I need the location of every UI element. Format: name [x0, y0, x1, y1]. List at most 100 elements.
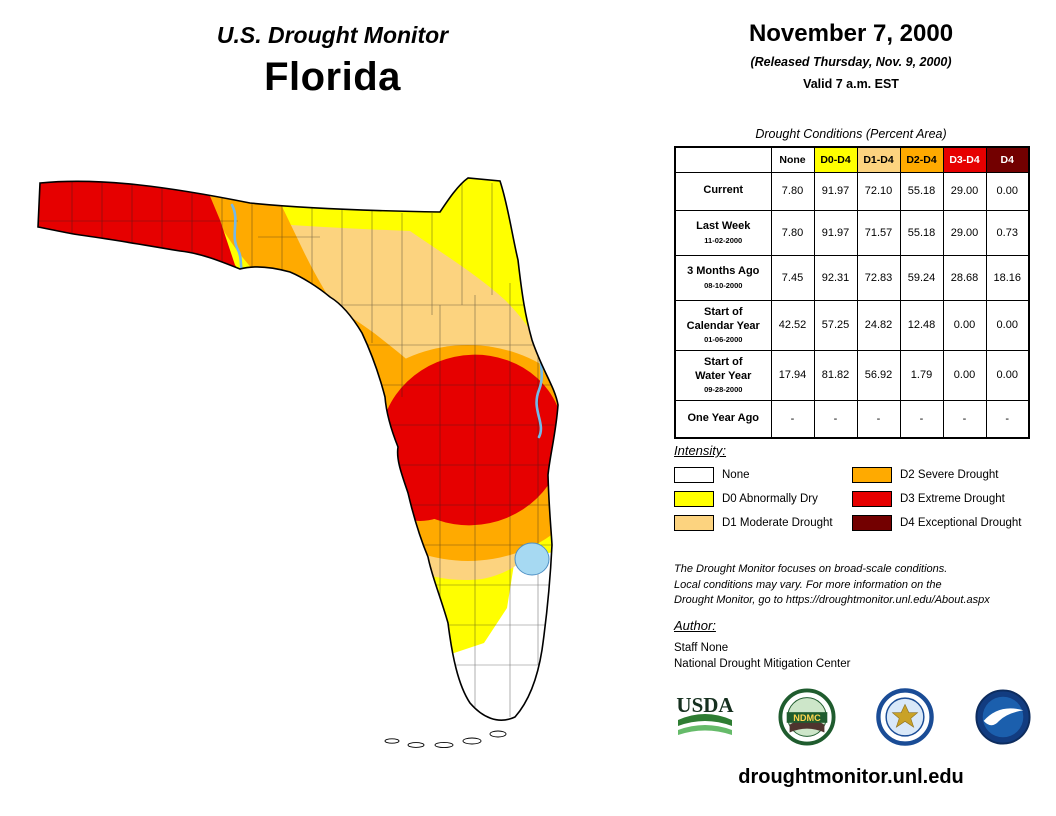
author-block: Author: Staff None National Drought Miti…: [674, 618, 1034, 670]
col-header-d4: D4: [985, 146, 1030, 173]
value-cell: 55.18: [899, 209, 944, 256]
value-cell: 24.82: [856, 299, 901, 351]
legend-swatch-d0: [674, 491, 714, 507]
row-label-current: Current: [674, 171, 772, 211]
value-cell: 17.94: [770, 349, 815, 401]
row-label-one-year-ago: One Year Ago: [674, 399, 772, 439]
agency-logos: USDA NDMC: [672, 688, 1032, 746]
value-cell: 0.73: [985, 209, 1030, 256]
legend-item-d1: D1 Moderate Drought: [674, 515, 852, 531]
row-date: 11-02-2000: [704, 235, 743, 245]
page-title: Florida: [264, 55, 401, 99]
legend-swatch-none: [674, 467, 714, 483]
value-cell: 29.00: [942, 171, 987, 211]
noaa-logo: [975, 689, 1031, 745]
value-cell: 0.00: [985, 171, 1030, 211]
value-cell: 7.45: [770, 254, 815, 301]
florida-keys: [384, 730, 507, 749]
col-header-d0: D0-D4: [813, 146, 858, 173]
value-cell: 18.16: [985, 254, 1030, 301]
value-cell: 57.25: [813, 299, 858, 351]
row-label-3-months-ago: 3 Months Ago 08-10-2000: [674, 254, 772, 301]
panhandle-river: [230, 203, 244, 273]
value-cell: 81.82: [813, 349, 858, 401]
value-cell: 0.00: [942, 349, 987, 401]
usda-logo: USDA: [676, 693, 734, 735]
col-header-d3: D3-D4: [942, 146, 987, 173]
value-cell: 91.97: [813, 171, 858, 211]
author-title: Author:: [674, 618, 716, 633]
value-cell: 0.00: [942, 299, 987, 351]
col-header-d1: D1-D4: [856, 146, 901, 173]
table-row: One Year Ago - - - - - -: [674, 399, 1030, 439]
lake-okeechobee: [514, 542, 550, 576]
valid-time: Valid 7 a.m. EST: [803, 77, 899, 91]
florida-drought-map: [37, 177, 559, 749]
table-title: Drought Conditions (Percent Area): [755, 127, 947, 141]
value-cell: -: [856, 399, 901, 439]
released-date: (Released Thursday, Nov. 9, 2000): [750, 55, 952, 69]
author-organization: National Drought Mitigation Center: [674, 658, 851, 670]
row-label-start-water-year: Start of Water Year 09-28-2000: [674, 349, 772, 401]
map-date: November 7, 2000: [748, 20, 954, 47]
florida-outline: [37, 177, 559, 721]
legend-item-d3: D3 Extreme Drought: [852, 491, 1030, 507]
title-block: U.S. Drought Monitor Florida: [145, 22, 520, 100]
svg-text:USDA: USDA: [676, 693, 734, 717]
legend-item-d0: D0 Abnormally Dry: [674, 491, 852, 507]
table-row: Start of Calendar Year 01-06-2000 42.52 5…: [674, 299, 1030, 351]
value-cell: 29.00: [942, 209, 987, 256]
value-cell: 7.80: [770, 209, 815, 256]
region-d3-central-west: [376, 445, 464, 521]
table-row: Start of Water Year 09-28-2000 17.94 81.8…: [674, 349, 1030, 401]
value-cell: -: [770, 399, 815, 439]
svg-text:NDMC: NDMC: [793, 713, 821, 723]
drought-conditions-table: None D0-D4 D1-D4 D2-D4 D3-D4 D4 Current …: [674, 146, 1030, 439]
table-header-row: None D0-D4 D1-D4 D2-D4 D3-D4 D4: [674, 146, 1030, 173]
table-row: Last Week 11-02-2000 7.80 91.97 71.57 55.…: [674, 209, 1030, 256]
legend-swatch-d4: [852, 515, 892, 531]
value-cell: -: [899, 399, 944, 439]
legend-item-d4: D4 Exceptional Drought: [852, 515, 1030, 531]
date-block: November 7, 2000 (Released Thursday, Nov…: [674, 20, 1028, 91]
ndmc-logo: NDMC: [778, 688, 836, 746]
value-cell: 56.92: [856, 349, 901, 401]
value-cell: 28.68: [942, 254, 987, 301]
intensity-legend: Intensity: None D0 Abnormally Dry D1 Mod…: [674, 443, 1034, 539]
value-cell: 91.97: [813, 209, 858, 256]
footer-url[interactable]: droughtmonitor.unl.edu: [738, 766, 964, 788]
commerce-seal-logo: [876, 688, 934, 746]
county-boundaries: [38, 178, 558, 717]
value-cell: 92.31: [813, 254, 858, 301]
table-row: Current 7.80 91.97 72.10 55.18 29.00 0.0…: [674, 171, 1030, 211]
map-container: [20, 165, 645, 765]
table-row: 3 Months Ago 08-10-2000 7.45 92.31 72.83 …: [674, 254, 1030, 301]
value-cell: -: [813, 399, 858, 439]
row-date: 09-28-2000: [704, 384, 743, 394]
value-cell: 72.10: [856, 171, 901, 211]
row-label-start-calendar-year: Start of Calendar Year 01-06-2000: [674, 299, 772, 351]
legend-title: Intensity:: [674, 443, 727, 458]
corner-cell: [674, 146, 772, 173]
legend-swatch-d2: [852, 467, 892, 483]
value-cell: 72.83: [856, 254, 901, 301]
program-title: U.S. Drought Monitor: [216, 22, 449, 48]
legend-item-none: None: [674, 467, 852, 483]
value-cell: -: [985, 399, 1030, 439]
value-cell: -: [942, 399, 987, 439]
legend-swatch-d3: [852, 491, 892, 507]
value-cell: 0.00: [985, 349, 1030, 401]
value-cell: 42.52: [770, 299, 815, 351]
value-cell: 1.79: [899, 349, 944, 401]
row-date: 08-10-2000: [704, 280, 743, 290]
value-cell: 0.00: [985, 299, 1030, 351]
row-date: 01-06-2000: [704, 334, 743, 344]
row-label-last-week: Last Week 11-02-2000: [674, 209, 772, 256]
col-header-d2: D2-D4: [899, 146, 944, 173]
author-name: Staff None: [674, 642, 729, 654]
legend-item-d2: D2 Severe Drought: [852, 467, 1030, 483]
value-cell: 71.57: [856, 209, 901, 256]
disclaimer-text: The Drought Monitor focuses on broad-sca…: [674, 563, 990, 607]
value-cell: 12.48: [899, 299, 944, 351]
legend-swatch-d1: [674, 515, 714, 531]
